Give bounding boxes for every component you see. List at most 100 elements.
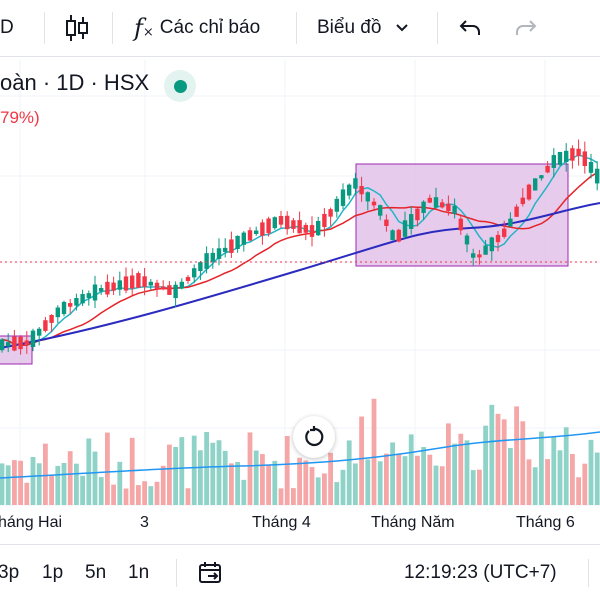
volume-bar: [5, 465, 11, 505]
candle-body: [402, 220, 408, 237]
volume-bar: [67, 451, 73, 505]
candle-body: [495, 234, 501, 243]
toolbar-divider: [112, 12, 113, 44]
candle-body: [564, 150, 569, 162]
candle-body: [539, 175, 544, 179]
candle-body: [192, 268, 197, 278]
candle-body: [18, 336, 23, 350]
candle-body: [12, 336, 17, 351]
rectangle-drawings: [0, 163, 569, 365]
candle-body: [303, 224, 308, 233]
range-label: 1n: [128, 562, 150, 583]
candle-body: [260, 222, 265, 236]
symbol-title: oàn · 1D · HSX: [0, 70, 150, 95]
range-1p-button[interactable]: 1p: [42, 545, 63, 601]
candle-body: [421, 201, 426, 213]
candle-body: [557, 151, 563, 165]
candle-body: [130, 275, 135, 289]
volume-bar: [371, 398, 377, 505]
candle-body: [464, 235, 470, 245]
candle-body: [247, 230, 253, 241]
x-axis-label: háng Hai: [0, 514, 63, 531]
candle-body: [136, 273, 141, 288]
clock-timezone-button[interactable]: 12:19:23 (UTC+7): [404, 545, 557, 601]
candle-body: [359, 185, 364, 195]
candle-body: [595, 168, 600, 184]
chart-type-button[interactable]: Biểu đồ: [317, 0, 411, 56]
candle-body: [508, 218, 513, 227]
volume-bars: [0, 398, 600, 505]
volume-bar: [303, 460, 309, 505]
volume-bar: [74, 463, 79, 505]
reset-chart-button[interactable]: [293, 416, 335, 458]
candle-body: [0, 339, 5, 351]
volume-bar: [539, 431, 544, 505]
candles-style-button[interactable]: [64, 0, 90, 56]
volume-bar: [222, 450, 228, 505]
volume-bar: [594, 452, 600, 505]
candlestick-icon: [66, 15, 88, 41]
volume-bar: [160, 465, 166, 505]
toolbar-divider: [296, 12, 297, 44]
candle-body: [291, 220, 296, 229]
x-axis-label: Tháng 6: [516, 514, 575, 531]
volume-bar: [123, 488, 129, 505]
volume-bar: [167, 444, 172, 505]
volume-bar: [30, 456, 36, 505]
range-1n-button[interactable]: 1n: [128, 545, 149, 601]
volume-bar: [253, 450, 259, 505]
volume-bar: [384, 453, 389, 505]
interval-button[interactable]: D: [0, 0, 14, 56]
volume-bar: [136, 485, 141, 505]
candle-body: [266, 218, 271, 234]
volume-bar: [520, 421, 526, 505]
candle-body: [365, 192, 370, 202]
candle-body: [68, 303, 73, 307]
candle-body: [446, 203, 451, 212]
candle-body: [167, 285, 172, 295]
volume-bar: [408, 434, 414, 505]
candle-body: [440, 202, 445, 208]
candle-body: [526, 184, 532, 200]
undo-button[interactable]: [458, 0, 482, 56]
reset-icon: [305, 426, 324, 447]
candle-body: [272, 217, 277, 229]
candle-body: [582, 151, 587, 167]
volume-bar: [582, 463, 588, 505]
range-5n-button[interactable]: 5n: [85, 545, 106, 601]
date-range-button[interactable]: [198, 545, 224, 601]
volume-bar: [309, 467, 315, 505]
volume-bar: [105, 432, 110, 505]
volume-bar: [291, 488, 296, 505]
candle-body: [371, 201, 377, 206]
candle-body: [533, 178, 538, 191]
candle-body: [285, 215, 290, 230]
candle-body: [458, 218, 463, 231]
volume-bar: [297, 457, 302, 505]
symbol-legend[interactable]: oàn · 1D · HSX: [0, 70, 149, 96]
volume-bar: [179, 437, 185, 505]
volume-bar: [514, 406, 519, 505]
indicators-button[interactable]: f× Các chỉ báo: [134, 0, 260, 56]
candle-body: [154, 282, 160, 289]
volume-bar: [334, 482, 340, 505]
range-3p-button[interactable]: 3p: [0, 545, 19, 601]
candle-body: [235, 235, 240, 249]
volume-bar: [551, 436, 557, 505]
volume-bar: [18, 460, 23, 505]
candle-body: [452, 205, 457, 214]
redo-button[interactable]: [514, 0, 538, 56]
price-chart[interactable]: [0, 60, 600, 544]
volume-bar: [247, 432, 253, 505]
market-status-badge[interactable]: [164, 70, 196, 102]
candle-body: [254, 230, 259, 234]
candle-body: [297, 220, 302, 234]
candle-body: [328, 209, 333, 217]
candle-body: [6, 342, 11, 347]
volume-bar: [173, 446, 178, 505]
candle-body: [74, 298, 79, 306]
candle-body: [409, 214, 414, 229]
candle-body: [489, 237, 494, 252]
ma-slow-line: [0, 202, 600, 349]
toolbar-divider: [437, 12, 438, 44]
